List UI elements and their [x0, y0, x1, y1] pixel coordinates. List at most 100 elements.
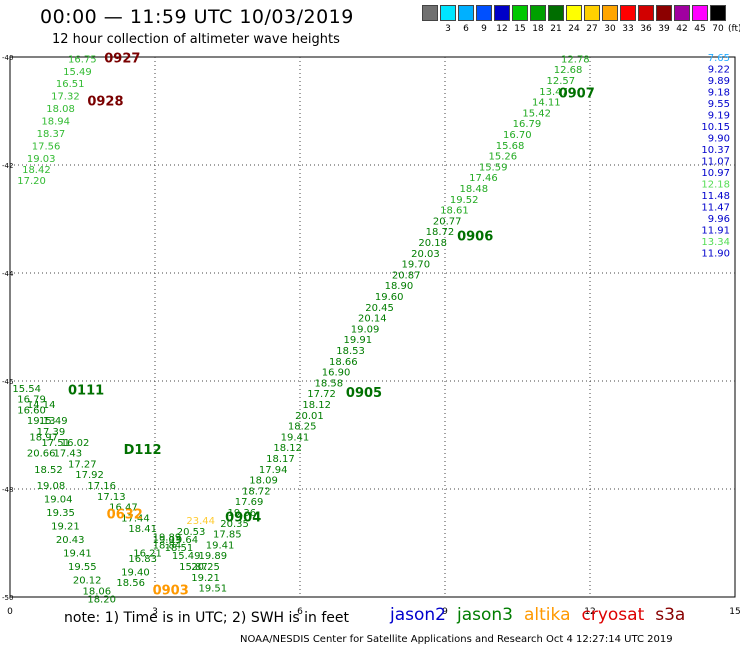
edge-wave-height-value: 9.18	[708, 88, 730, 99]
wave-height-value: 19.21	[51, 522, 80, 533]
color-swatch	[638, 5, 654, 21]
wave-height-value: 18.66	[329, 357, 358, 368]
wave-height-value: 17.39	[37, 427, 66, 438]
wave-height-value: 19.64	[170, 535, 199, 546]
wave-height-value: 20.25	[191, 562, 220, 573]
wave-height-value: 20.87	[392, 270, 421, 281]
edge-wave-height-value: 11.90	[701, 249, 730, 260]
track-label: 0928	[87, 95, 123, 110]
y-tick-label: -42	[2, 162, 13, 170]
wave-height-value: 18.61	[440, 206, 469, 217]
wave-height-value: 18.84	[153, 540, 182, 551]
wave-height-value: 17.20	[17, 176, 46, 187]
color-swatch	[422, 5, 438, 21]
wave-height-value: 20.53	[177, 527, 206, 538]
edge-wave-height-value: 10.15	[701, 122, 730, 133]
x-tick-label: 15	[729, 607, 740, 617]
wave-height-value: 19.51	[199, 584, 228, 595]
wave-height-value: 19.21	[191, 573, 220, 584]
edge-wave-height-value: 9.55	[708, 99, 730, 110]
color-swatch	[512, 5, 528, 21]
edge-wave-height-value: 9.96	[708, 214, 730, 225]
wave-height-value: 18.94	[41, 117, 70, 128]
wave-height-value: 18.06	[83, 586, 112, 597]
color-swatch	[494, 5, 510, 21]
wave-height-value: 15.49	[172, 551, 201, 562]
wave-height-value: 18.20	[87, 594, 116, 605]
edge-wave-height-value: 11.07	[701, 157, 730, 168]
color-swatch	[584, 5, 600, 21]
satellite-legend-item: cryosat	[581, 605, 645, 625]
wave-height-value: 18.72	[242, 486, 271, 497]
wave-height-value: 18.48	[460, 184, 489, 195]
edge-wave-height-value: 9.90	[708, 134, 730, 145]
wave-height-value: 18.37	[37, 129, 66, 140]
wave-height-value: 12.57	[547, 76, 576, 87]
wave-height-value: 18.51	[165, 543, 194, 554]
color-swatch	[656, 5, 672, 21]
wave-height-value: 13.47	[539, 87, 568, 98]
track-label: 0927	[104, 51, 140, 66]
color-scale-label: 15	[514, 24, 526, 34]
color-scale-label: 12	[496, 24, 508, 34]
wave-height-value: 17.44	[121, 513, 150, 524]
y-tick-label: -48	[2, 486, 13, 494]
wave-height-value: 15.87	[179, 562, 208, 573]
color-swatch	[710, 5, 726, 21]
satellite-legend-item: s3a	[655, 605, 686, 625]
color-scale-label: 24	[568, 24, 580, 34]
wave-height-value: 16.83	[128, 554, 157, 565]
wave-height-value: 19.91	[344, 335, 373, 346]
wave-height-value: 18.53	[336, 346, 365, 357]
wave-height-value: 20.43	[56, 535, 85, 546]
wave-height-value: 19.35	[46, 508, 75, 519]
edge-wave-height-value: 11.91	[701, 226, 730, 237]
wave-height-value: 17.94	[259, 465, 288, 476]
track-label: D112	[124, 443, 162, 458]
track-label: 0111	[68, 384, 104, 399]
color-swatch	[566, 5, 582, 21]
wave-height-value: 18.17	[266, 454, 295, 465]
wave-height-value: 20.35	[220, 519, 249, 530]
track-label: 0904	[225, 510, 261, 525]
wave-height-value: 17.16	[87, 481, 116, 492]
edge-wave-height-value: 9.19	[708, 111, 730, 122]
wave-height-value: 16.02	[61, 438, 90, 449]
wave-height-value: 15.49	[39, 416, 68, 427]
wave-height-value: 19.41	[63, 549, 92, 560]
satellite-legend-item: jason2	[390, 605, 446, 625]
wave-height-value: 16.51	[56, 79, 85, 90]
wave-height-value: 14.14	[27, 400, 56, 411]
wave-height-value: 15.68	[496, 141, 525, 152]
track-label: 0632	[107, 508, 143, 523]
wave-height-value: 19.40	[121, 567, 150, 578]
wave-height-value: 18.42	[22, 165, 51, 176]
color-scale-label: 3	[445, 24, 451, 34]
wave-height-value: 19.03	[153, 535, 182, 546]
color-swatch	[620, 5, 636, 21]
edge-wave-height-value: 9.89	[708, 76, 730, 87]
wave-height-value: 18.41	[128, 524, 157, 535]
wave-height-value: 20.01	[295, 411, 324, 422]
color-scale-label: 30	[604, 24, 616, 34]
wave-height-value: 19.41	[281, 432, 310, 443]
wave-height-value: 17.85	[213, 530, 242, 541]
wave-height-value: 19.09	[351, 324, 380, 335]
wave-height-value: 15.49	[63, 67, 92, 78]
wave-height-value: 17.32	[51, 92, 80, 103]
wave-height-value: 23.44	[186, 516, 215, 527]
color-scale-label: 36	[640, 24, 652, 34]
footer-note: note: 1) Time is in UTC; 2) SWH is in fe…	[64, 610, 350, 626]
footer-credit: NOAA/NESDIS Center for Satellite Applica…	[240, 634, 673, 645]
plot-frame	[9, 56, 736, 598]
wave-height-value: 17.46	[469, 173, 498, 184]
color-scale-label: 42	[676, 24, 688, 34]
wave-height-value: 15.26	[489, 152, 518, 163]
color-swatch	[476, 5, 492, 21]
wave-height-value: 17.43	[54, 449, 83, 460]
color-scale-label: 18	[532, 24, 544, 34]
x-tick-label: 3	[152, 607, 158, 617]
x-tick-label: 6	[297, 607, 303, 617]
wave-height-value: 19.89	[153, 532, 182, 543]
